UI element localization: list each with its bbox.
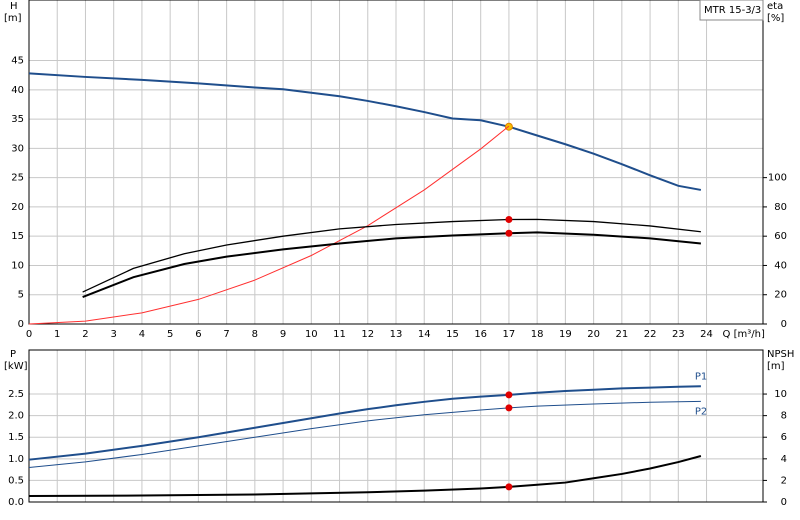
y-tick-label: 1.5 xyxy=(8,432,24,443)
y-tick-label: 5 xyxy=(18,290,24,301)
y2-tick-label: 4 xyxy=(781,454,787,465)
x-tick-label: 15 xyxy=(446,329,459,340)
y-tick-label: 2.5 xyxy=(8,389,24,400)
y2-tick-label: 0 xyxy=(781,497,787,508)
x-tick-label: 13 xyxy=(390,329,403,340)
y-tick-label: 35 xyxy=(11,114,24,125)
x-tick-label: 5 xyxy=(167,329,173,340)
y-tick-label: 25 xyxy=(11,173,24,184)
x-tick-label: 11 xyxy=(333,329,346,340)
y2-tick-label: 6 xyxy=(781,432,787,443)
y-axis-unit: [m] xyxy=(4,13,22,24)
y2-tick-label: 8 xyxy=(781,411,787,422)
x-tick-label: 23 xyxy=(672,329,685,340)
x-tick-label: 22 xyxy=(644,329,657,340)
y2-axis-label: NPSH xyxy=(767,349,794,360)
y-tick-label: 0.0 xyxy=(8,497,24,508)
curve-label: P1 xyxy=(695,371,707,382)
y2-tick-label: 80 xyxy=(774,202,787,213)
y2-tick-label: 60 xyxy=(774,231,787,242)
y-tick-label: 45 xyxy=(11,56,24,67)
duty-point xyxy=(505,229,513,237)
y-tick-label: 0 xyxy=(18,319,24,330)
x-tick-label: 18 xyxy=(531,329,544,340)
y-tick-label: 15 xyxy=(11,231,24,242)
y2-tick-label: 100 xyxy=(768,173,787,184)
y2-axis-unit: [m] xyxy=(767,361,785,372)
x-tick-label: 21 xyxy=(615,329,628,340)
x-tick-label: 3 xyxy=(111,329,117,340)
x-tick-label: 1 xyxy=(54,329,60,340)
x-tick-label: 4 xyxy=(139,329,145,340)
curve-label: P2 xyxy=(695,406,707,417)
y-tick-label: 20 xyxy=(11,202,24,213)
y-tick-label: 10 xyxy=(11,260,24,271)
y-tick-label: 0.5 xyxy=(8,475,24,486)
y-tick-label: 40 xyxy=(11,85,24,96)
duty-point xyxy=(505,483,513,491)
y2-tick-label: 40 xyxy=(774,260,787,271)
x-tick-label: 12 xyxy=(361,329,374,340)
y-axis-label: H xyxy=(10,1,18,12)
x-tick-label: 14 xyxy=(418,329,431,340)
plot-frame xyxy=(28,349,764,503)
y2-tick-label: 0 xyxy=(781,319,787,330)
x-tick-label: 24 xyxy=(700,329,713,340)
y-tick-label: 30 xyxy=(11,143,24,154)
y2-axis-unit: [%] xyxy=(767,13,784,24)
x-tick-label: 8 xyxy=(252,329,258,340)
curve xyxy=(28,72,702,191)
y-tick-label: 2.0 xyxy=(8,411,24,422)
x-axis-label: Q [m³/h] xyxy=(723,329,765,340)
y2-tick-label: 20 xyxy=(774,290,787,301)
y2-tick-label: 2 xyxy=(781,475,787,486)
x-tick-label: 20 xyxy=(587,329,600,340)
y-tick-label: 1.0 xyxy=(8,454,24,465)
x-tick-label: 10 xyxy=(305,329,318,340)
y2-tick-label: 10 xyxy=(774,389,787,400)
x-tick-label: 6 xyxy=(195,329,201,340)
title-box xyxy=(699,0,764,21)
plot-frame xyxy=(28,0,764,325)
chart-title: MTR 15-3/3 xyxy=(704,5,761,16)
x-tick-label: 2 xyxy=(82,329,88,340)
y-axis-label: P xyxy=(10,349,16,360)
duty-point xyxy=(505,391,513,399)
duty-point xyxy=(505,215,513,223)
x-tick-label: 7 xyxy=(223,329,229,340)
x-tick-label: 9 xyxy=(280,329,286,340)
y-axis-unit: [kW] xyxy=(4,361,28,372)
duty-point xyxy=(505,404,513,412)
curve xyxy=(28,385,701,461)
x-tick-label: 19 xyxy=(559,329,572,340)
curve xyxy=(82,231,701,299)
x-tick-label: 0 xyxy=(26,329,32,340)
x-tick-label: 16 xyxy=(474,329,487,340)
curve xyxy=(82,218,701,293)
curve xyxy=(28,400,701,468)
x-tick-label: 17 xyxy=(503,329,516,340)
curve xyxy=(28,125,510,325)
y2-axis-label: eta xyxy=(767,1,783,12)
